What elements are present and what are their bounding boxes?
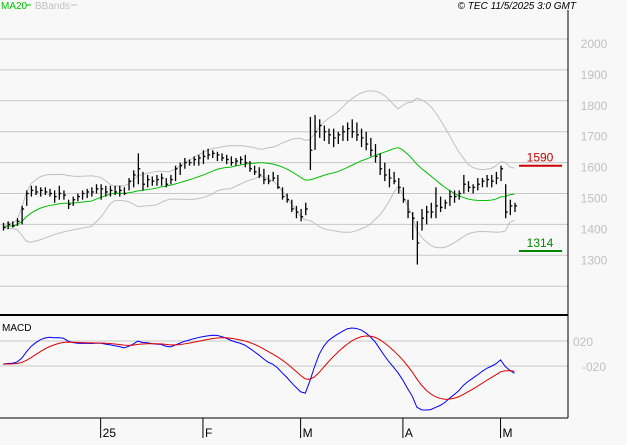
price-tick-label: 1500 xyxy=(581,192,608,206)
price-tick-label: 1900 xyxy=(581,68,608,82)
price-tick-label: 1300 xyxy=(581,253,608,267)
price-tick-label: 1600 xyxy=(581,161,608,175)
macd-line xyxy=(2,327,515,411)
legend-ma20: MA20 xyxy=(1,1,28,12)
price-bars xyxy=(2,115,517,265)
price-axis-labels: 2000 1900 1800 1700 1600 1500 1400 1300 020 -020 xyxy=(573,37,608,374)
macd-panel xyxy=(0,327,568,411)
legend-bbands: BBands xyxy=(35,1,70,12)
resistance-label: 1590 xyxy=(527,151,554,165)
macd-tick-label: 020 xyxy=(573,335,593,349)
copyright: © TEC 11/5/2025 3:0 GMT xyxy=(458,1,577,12)
bb-lower xyxy=(2,175,515,249)
date-tick-label: 25 xyxy=(103,426,117,440)
ma20-path xyxy=(2,147,515,228)
date-axis-labels: 25 F M A M xyxy=(100,418,513,440)
macd-label: MACD xyxy=(2,323,31,334)
macd-signal-line xyxy=(2,335,515,400)
bb-upper xyxy=(2,90,515,228)
support-resistance: 1590 1314 xyxy=(519,151,562,252)
date-tick-label: F xyxy=(205,426,212,440)
date-tick-label: M xyxy=(303,426,313,440)
date-tick-label: A xyxy=(405,426,413,440)
support-label: 1314 xyxy=(527,236,554,250)
date-tick-label: M xyxy=(503,426,513,440)
macd-tick-label: -020 xyxy=(582,360,606,374)
axes xyxy=(0,10,569,419)
price-tick-label: 1400 xyxy=(581,222,608,236)
price-grid xyxy=(0,38,568,287)
ma20-line xyxy=(2,147,515,228)
price-tick-label: 1700 xyxy=(581,130,608,144)
price-tick-label: 1800 xyxy=(581,99,608,113)
price-tick-label: 2000 xyxy=(581,37,608,51)
